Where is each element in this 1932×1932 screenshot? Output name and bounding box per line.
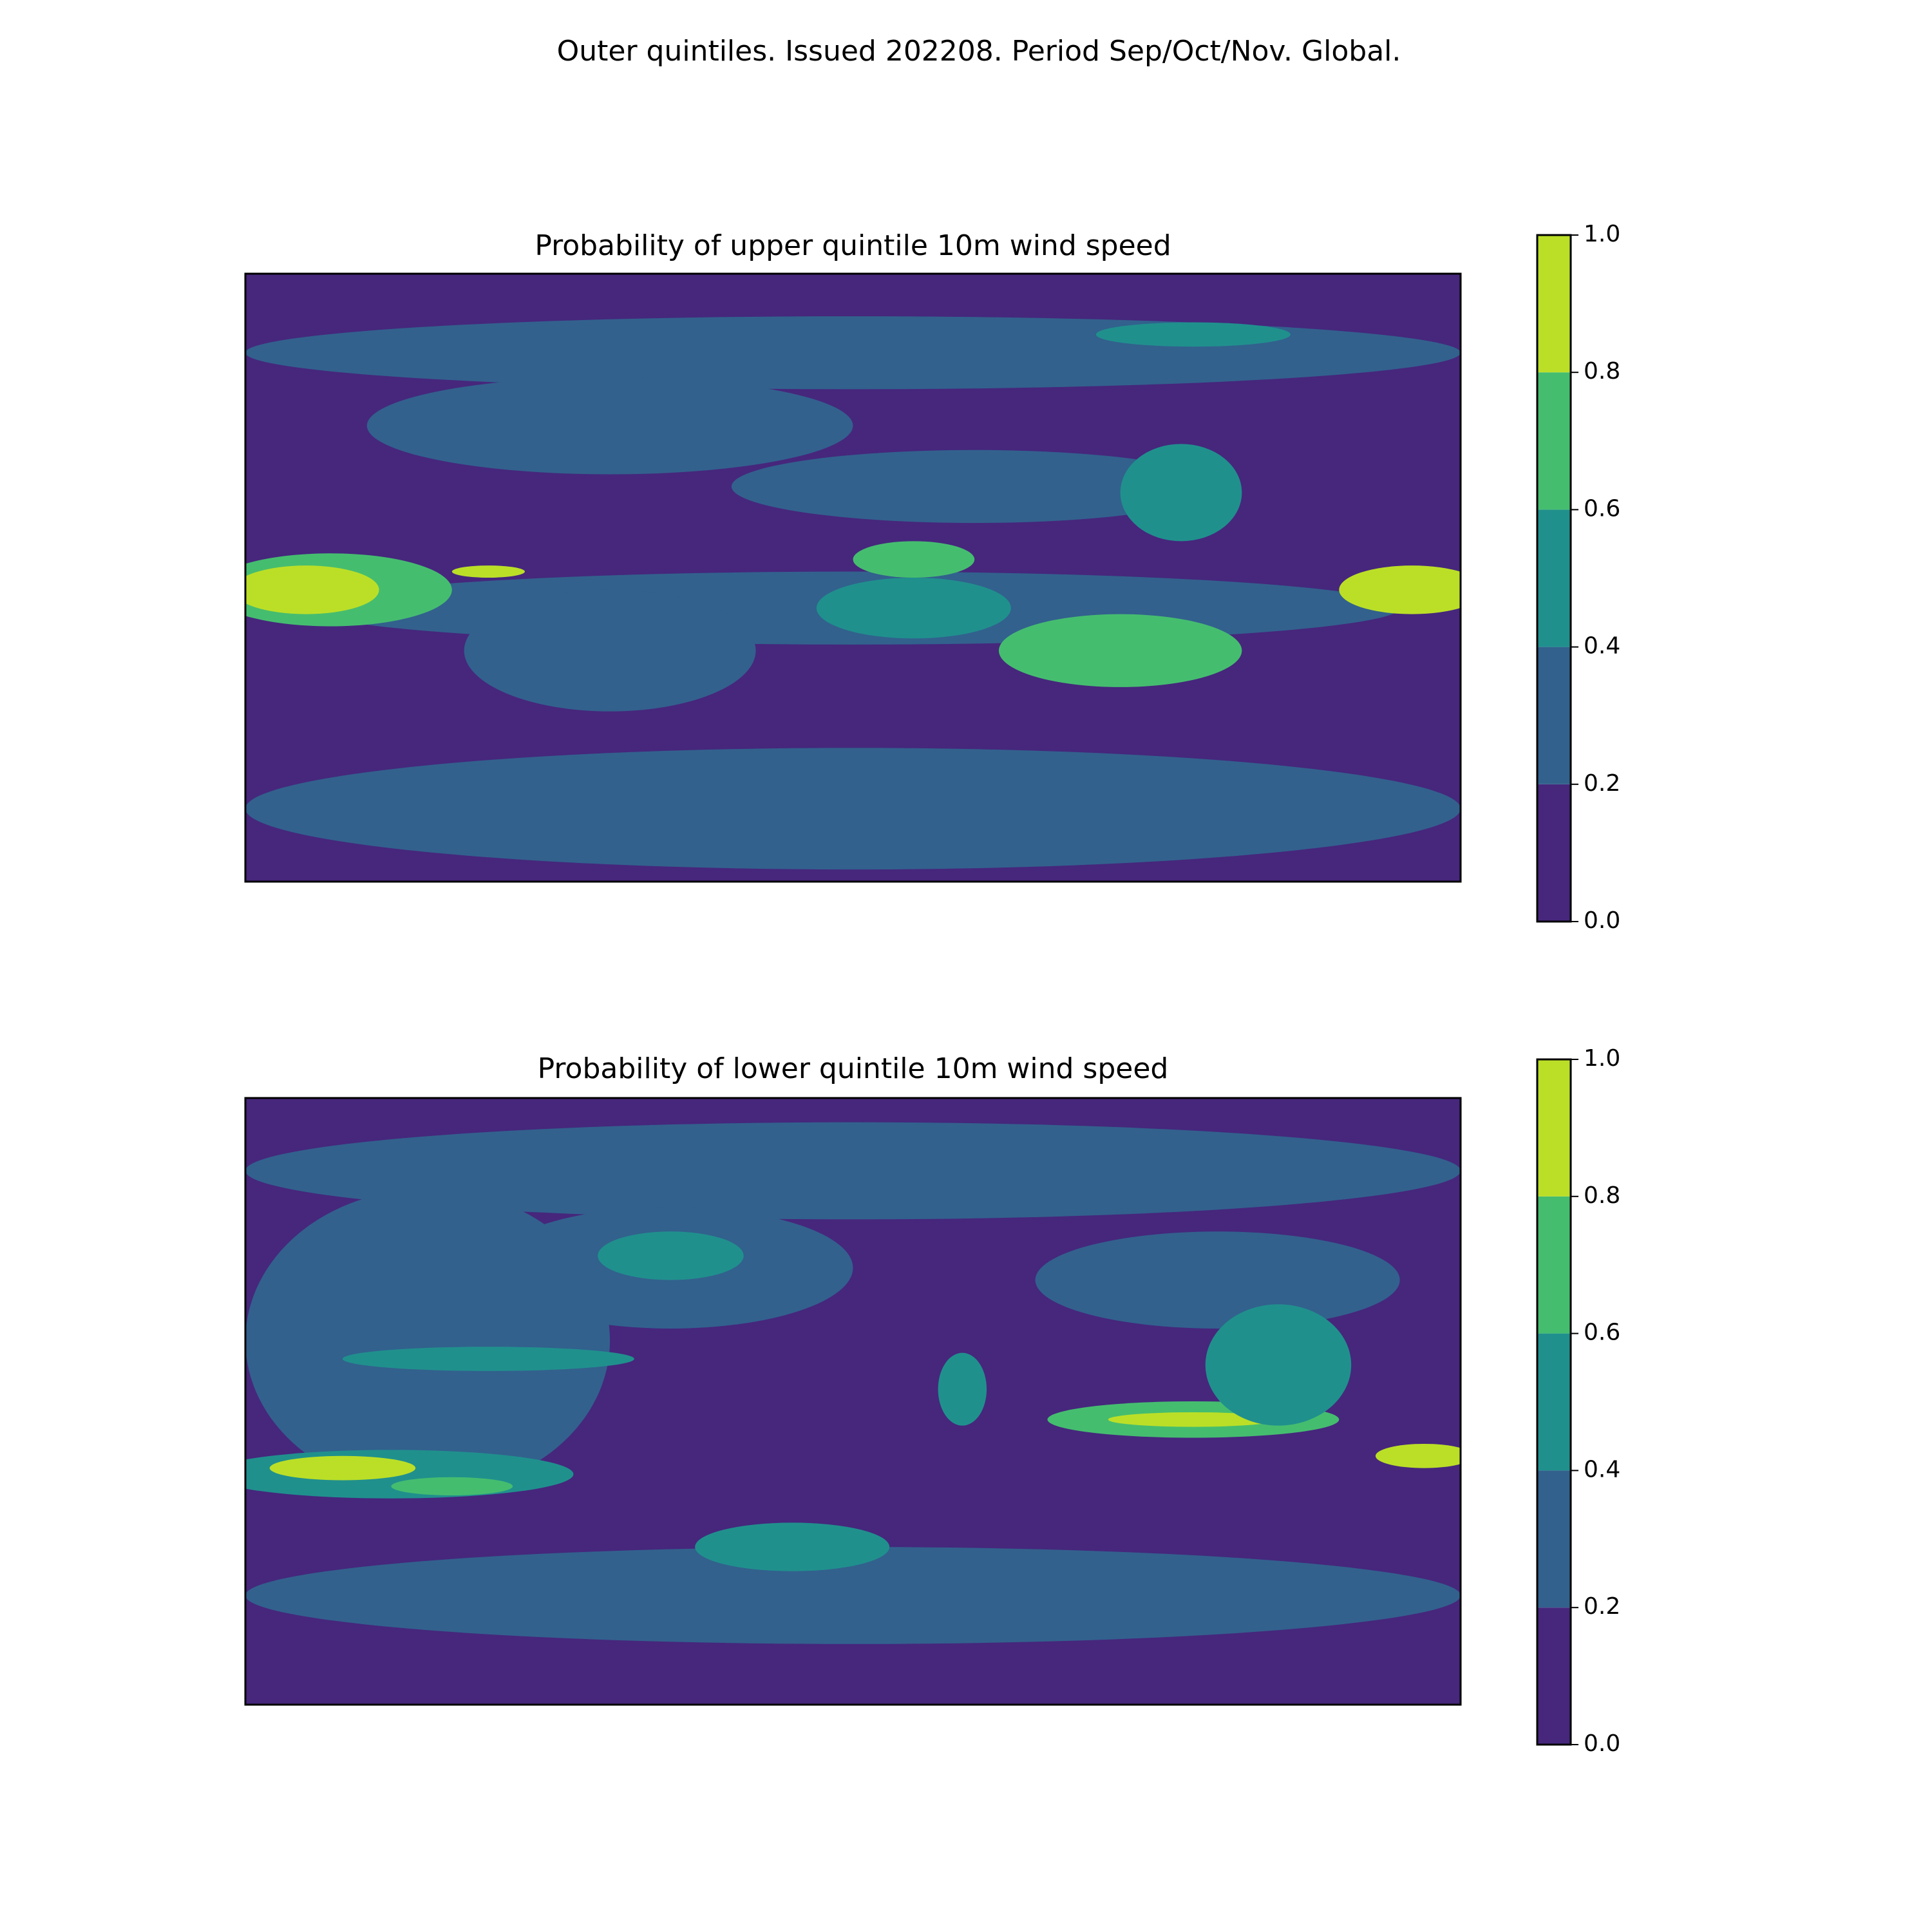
field-region bbox=[366, 377, 853, 475]
colorbar-frame bbox=[1536, 1058, 1572, 1746]
field-region bbox=[245, 1547, 1461, 1644]
field-region bbox=[245, 565, 379, 614]
field-region bbox=[1095, 322, 1291, 347]
field-region bbox=[245, 316, 1461, 390]
colorbar-frame bbox=[1536, 234, 1572, 923]
field-region bbox=[451, 565, 526, 578]
field-region bbox=[1375, 1443, 1461, 1468]
colorbar-tick-label: 0.6 bbox=[1584, 1320, 1620, 1346]
colorbar-tick-label: 0.8 bbox=[1584, 1182, 1620, 1209]
map-frame bbox=[244, 272, 1462, 883]
colorbar-segment bbox=[1537, 647, 1571, 784]
field-region bbox=[695, 1522, 890, 1571]
field-region bbox=[938, 1352, 987, 1426]
field-region bbox=[1120, 444, 1242, 542]
panel-title: Probability of lower quintile 10m wind s… bbox=[538, 1052, 1169, 1085]
field-region bbox=[998, 614, 1242, 687]
colorbar-tick-label: 0.2 bbox=[1584, 770, 1620, 797]
field-region bbox=[853, 541, 975, 578]
map-field bbox=[245, 1098, 1461, 1705]
field-region bbox=[1205, 1304, 1352, 1426]
colorbar-tick-label: 0.2 bbox=[1584, 1593, 1620, 1620]
colorbar-segment bbox=[1537, 1059, 1571, 1197]
colorbar-segment bbox=[1537, 1333, 1571, 1471]
colorbar-segment bbox=[1537, 1470, 1571, 1608]
colorbar-tick-label: 0.4 bbox=[1584, 1456, 1620, 1482]
colorbar-tick-label: 1.0 bbox=[1584, 1045, 1620, 1072]
field-region bbox=[1108, 1412, 1278, 1427]
colorbar-tick-label: 0.6 bbox=[1584, 495, 1620, 522]
field-region bbox=[245, 748, 1461, 870]
field-region bbox=[391, 1477, 513, 1496]
field-region bbox=[731, 450, 1218, 524]
colorbar-segment bbox=[1537, 372, 1571, 510]
colorbar-tick-label: 1.0 bbox=[1584, 221, 1620, 247]
panel-title: Probability of upper quintile 10m wind s… bbox=[535, 229, 1171, 262]
field-region bbox=[245, 1122, 1461, 1220]
colorbar-segment bbox=[1537, 1607, 1571, 1745]
colorbar-segment bbox=[1537, 784, 1571, 922]
field-region bbox=[1339, 565, 1461, 614]
field-region bbox=[816, 578, 1011, 639]
colorbar-tick-label: 0.8 bbox=[1584, 358, 1620, 384]
figure-title: Outer quintiles. Issued 202208. Period S… bbox=[557, 35, 1401, 68]
field-region bbox=[342, 1347, 634, 1371]
map-frame bbox=[244, 1097, 1462, 1706]
colorbar-segment bbox=[1537, 235, 1571, 373]
colorbar-tick-label: 0.4 bbox=[1584, 633, 1620, 659]
map-field bbox=[245, 274, 1461, 882]
field-region bbox=[464, 589, 756, 712]
field-region bbox=[269, 1455, 416, 1481]
field-region bbox=[1035, 1231, 1400, 1329]
colorbar-segment bbox=[1537, 1196, 1571, 1334]
colorbar-tick-label: 0.0 bbox=[1584, 907, 1620, 934]
field-region bbox=[598, 1231, 744, 1280]
colorbar-segment bbox=[1537, 509, 1571, 647]
colorbar-tick-label: 0.0 bbox=[1584, 1730, 1620, 1757]
